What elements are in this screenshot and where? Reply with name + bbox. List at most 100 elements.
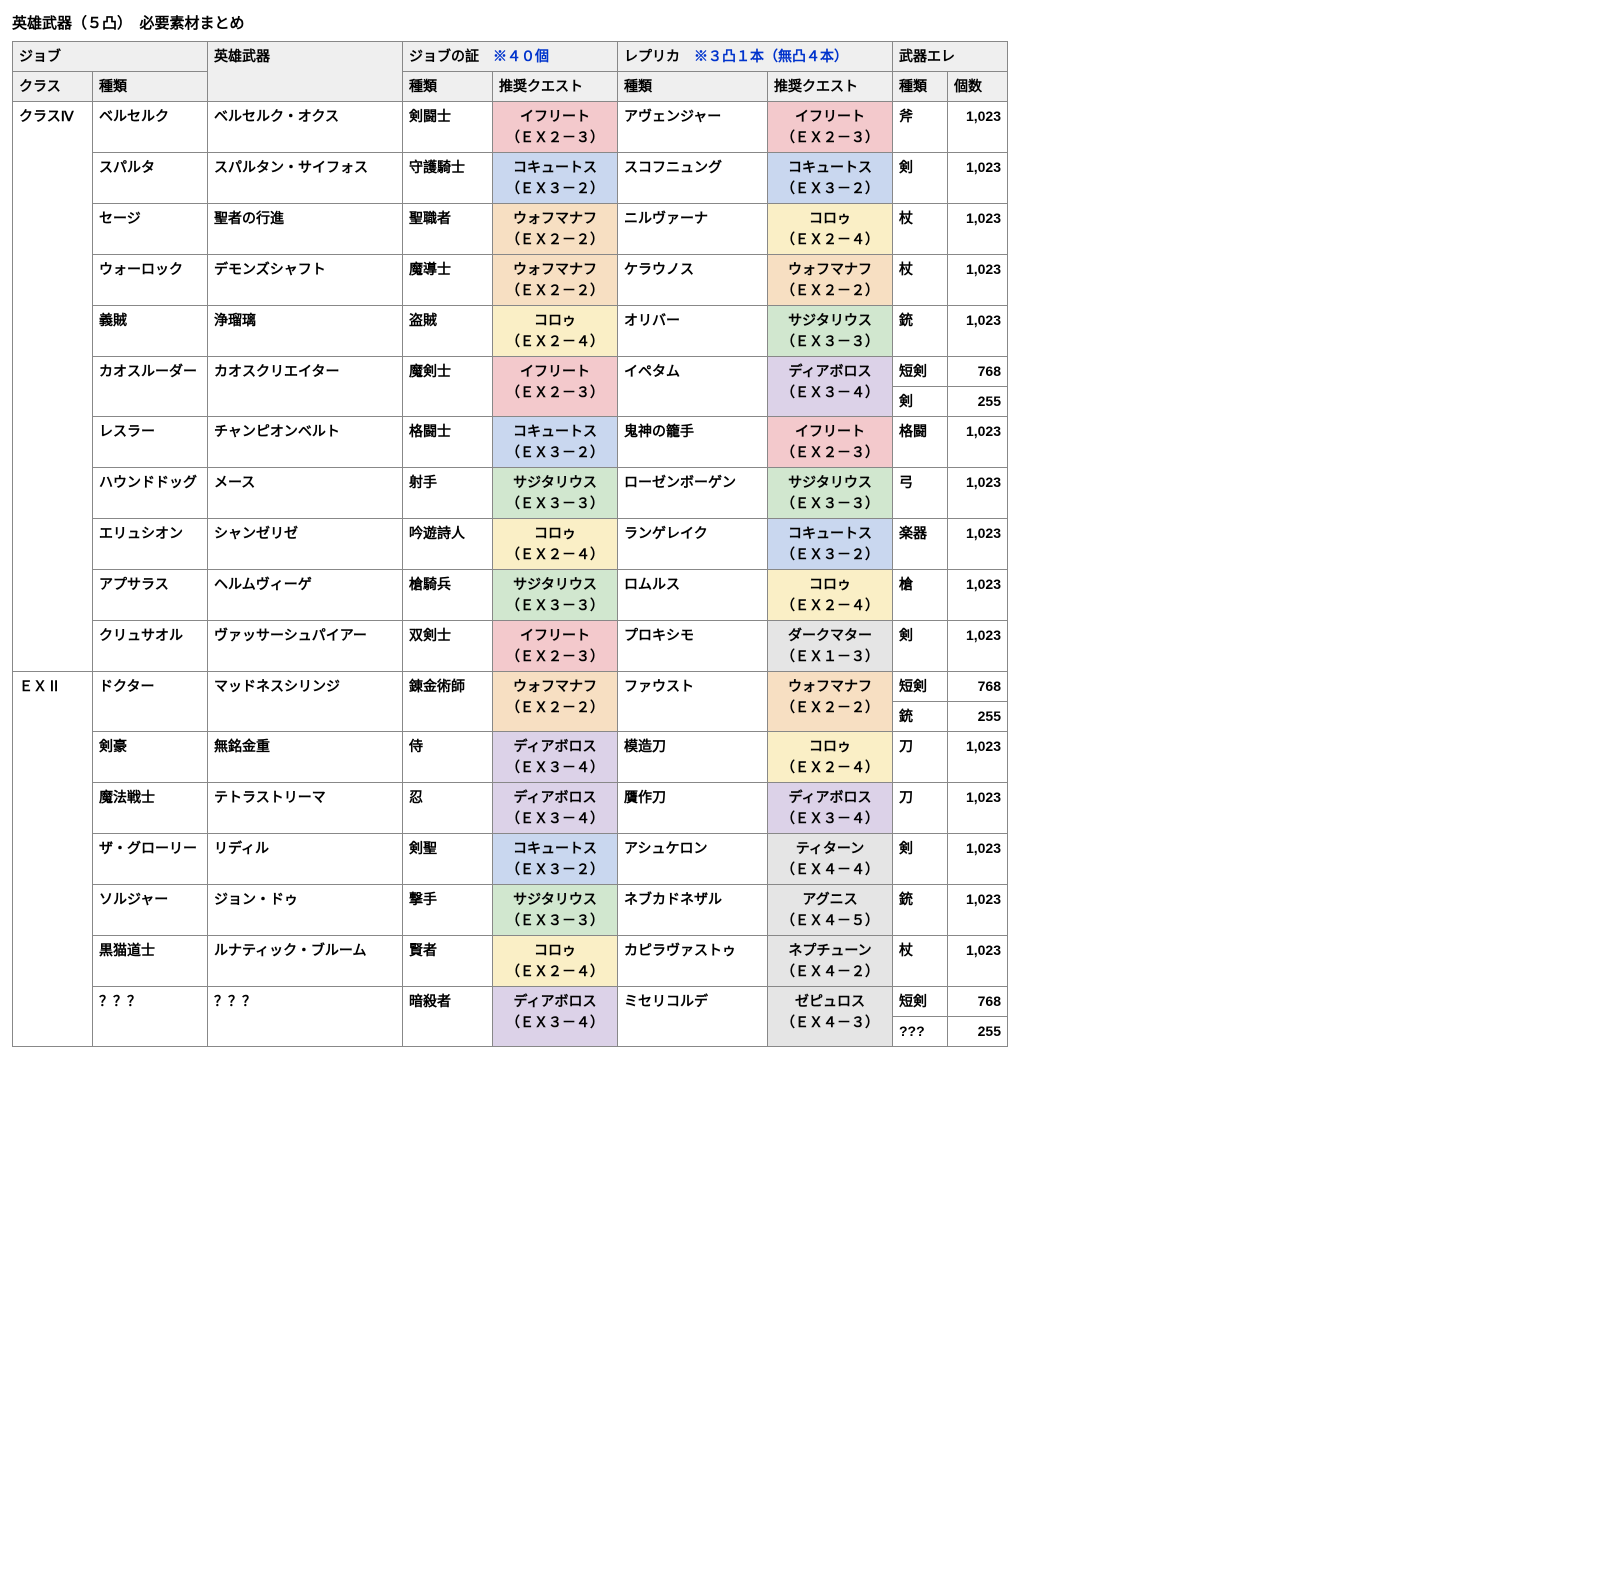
cell-job: アプサラス [93,570,208,621]
cell-replica-quest: サジタリウス （ＥＸ３－３） [768,468,893,519]
cell-ele-count: 255 [948,702,1008,732]
cell-ele-count: 1,023 [948,621,1008,672]
cell-proof: 忍 [403,783,493,834]
cell-replica: ローゼンボーゲン [618,468,768,519]
cell-job: ソルジャー [93,885,208,936]
cell-ele-count: 1,023 [948,153,1008,204]
cell-replica-quest: ウォフマナフ （ＥＸ２－２） [768,255,893,306]
cell-proof: 剣闘士 [403,102,493,153]
cell-weapon: マッドネスシリンジ [208,672,403,732]
cell-weapon: シャンゼリゼ [208,519,403,570]
cell-replica: スコフニュング [618,153,768,204]
table-row: ハウンドドッグメース射手サジタリウス （ＥＸ３－３）ローゼンボーゲンサジタリウス… [13,468,1008,519]
cell-proof: 吟遊詩人 [403,519,493,570]
cell-replica-quest: ディアボロス （ＥＸ３－４） [768,783,893,834]
cell-job: ベルセルク [93,102,208,153]
cell-proof: 侍 [403,732,493,783]
cell-replica: ミセリコルデ [618,987,768,1047]
cell-ele-type: ??? [893,1017,948,1047]
cell-class: クラスⅣ [13,102,93,672]
cell-proof-quest: ディアボロス （ＥＸ３－４） [493,783,618,834]
cell-ele-count: 1,023 [948,936,1008,987]
hdr-replica-group: レプリカ ※３凸１本（無凸４本） [618,42,893,72]
cell-ele-count: 768 [948,987,1008,1017]
cell-replica-quest: ディアボロス （ＥＸ３－４） [768,357,893,417]
hdr-ele-count: 個数 [948,72,1008,102]
table-row: 剣豪無銘金重侍ディアボロス （ＥＸ３－４）模造刀コロゥ （ＥＸ２－４）刀1,02… [13,732,1008,783]
cell-proof-quest: サジタリウス （ＥＸ３－３） [493,570,618,621]
cell-proof-quest: ディアボロス （ＥＸ３－４） [493,732,618,783]
cell-weapon: ベルセルク・オクス [208,102,403,153]
cell-weapon: メース [208,468,403,519]
cell-replica: ロムルス [618,570,768,621]
cell-replica: アシュケロン [618,834,768,885]
cell-proof: 盗賊 [403,306,493,357]
cell-proof: 守護騎士 [403,153,493,204]
cell-replica-quest: ネプチューン （ＥＸ４－２） [768,936,893,987]
cell-weapon: 浄瑠璃 [208,306,403,357]
cell-ele-type: 杖 [893,204,948,255]
cell-ele-count: 1,023 [948,255,1008,306]
cell-proof-quest: ウォフマナフ （ＥＸ２－２） [493,204,618,255]
table-row: 義賊浄瑠璃盗賊コロゥ （ＥＸ２－４）オリバーサジタリウス （ＥＸ３－３）銃1,0… [13,306,1008,357]
cell-weapon: テトラストリーマ [208,783,403,834]
cell-class: ＥＸⅡ [13,672,93,1047]
cell-ele-type: 剣 [893,153,948,204]
cell-proof: 双剣士 [403,621,493,672]
cell-replica: イペタム [618,357,768,417]
cell-ele-type: 杖 [893,936,948,987]
cell-proof-quest: ウォフマナフ （ＥＸ２－２） [493,672,618,732]
cell-weapon: 聖者の行進 [208,204,403,255]
cell-weapon: カオスクリエイター [208,357,403,417]
cell-replica: ファウスト [618,672,768,732]
cell-job: ドクター [93,672,208,732]
table-row: ザ・グローリーリディル剣聖コキュートス （ＥＸ３－２）アシュケロンティターン （… [13,834,1008,885]
cell-ele-count: 1,023 [948,885,1008,936]
table-row: ？？？？？？暗殺者ディアボロス （ＥＸ３－４）ミセリコルデゼピュロス （ＥＸ４－… [13,987,1008,1017]
cell-replica-quest: コキュートス （ＥＸ３－２） [768,153,893,204]
cell-ele-count: 1,023 [948,519,1008,570]
hdr-proof-label: ジョブの証 [409,48,493,64]
cell-proof-quest: イフリート （ＥＸ２－３） [493,102,618,153]
cell-replica-quest: コロゥ （ＥＸ２－４） [768,732,893,783]
cell-ele-count: 1,023 [948,306,1008,357]
cell-weapon: チャンピオンベルト [208,417,403,468]
cell-replica-quest: ウォフマナフ （ＥＸ２－２） [768,672,893,732]
hdr-job-group: ジョブ [13,42,208,72]
cell-job: 魔法戦士 [93,783,208,834]
cell-replica-quest: イフリート （ＥＸ２－３） [768,102,893,153]
cell-proof: 暗殺者 [403,987,493,1047]
cell-proof-quest: コロゥ （ＥＸ２－４） [493,519,618,570]
cell-ele-count: 1,023 [948,834,1008,885]
cell-replica-quest: コキュートス （ＥＸ３－２） [768,519,893,570]
cell-ele-type: 短剣 [893,987,948,1017]
cell-ele-type: 銃 [893,306,948,357]
cell-ele-type: 短剣 [893,672,948,702]
cell-job: レスラー [93,417,208,468]
cell-replica: 贋作刀 [618,783,768,834]
cell-job: ザ・グローリー [93,834,208,885]
table-row: ＥＸⅡドクターマッドネスシリンジ錬金術師ウォフマナフ （ＥＸ２－２）ファウストウ… [13,672,1008,702]
cell-replica: オリバー [618,306,768,357]
cell-ele-type: 剣 [893,621,948,672]
cell-ele-type: 杖 [893,255,948,306]
cell-ele-count: 1,023 [948,204,1008,255]
cell-proof-quest: サジタリウス （ＥＸ３－３） [493,885,618,936]
cell-proof-quest: ディアボロス （ＥＸ３－４） [493,987,618,1047]
table-row: クリュサオルヴァッサーシュパイアー双剣士イフリート （ＥＸ２－３）プロキシモダー… [13,621,1008,672]
cell-proof: 魔導士 [403,255,493,306]
table-row: セージ聖者の行進聖職者ウォフマナフ （ＥＸ２－２）ニルヴァーナコロゥ （ＥＸ２－… [13,204,1008,255]
cell-ele-type: 槍 [893,570,948,621]
table-row: レスラーチャンピオンベルト格闘士コキュートス （ＥＸ３－２）鬼神の籠手イフリート… [13,417,1008,468]
cell-ele-count: 1,023 [948,468,1008,519]
cell-replica-quest: ダークマター （ＥＸ１－３） [768,621,893,672]
table-row: ウォーロックデモンズシャフト魔導士ウォフマナフ （ＥＸ２－２）ケラウノスウォフマ… [13,255,1008,306]
cell-ele-count: 768 [948,357,1008,387]
cell-proof-quest: コロゥ （ＥＸ２－４） [493,936,618,987]
page-title: 英雄武器（５凸） 必要素材まとめ [12,12,1597,33]
cell-ele-type: 弓 [893,468,948,519]
cell-replica-quest: サジタリウス （ＥＸ３－３） [768,306,893,357]
cell-replica-quest: ゼピュロス （ＥＸ４－３） [768,987,893,1047]
table-row: エリュシオンシャンゼリゼ吟遊詩人コロゥ （ＥＸ２－４）ランゲレイクコキュートス … [13,519,1008,570]
materials-table: ジョブ 英雄武器 ジョブの証 ※４０個 レプリカ ※３凸１本（無凸４本） 武器エ… [12,41,1008,1047]
